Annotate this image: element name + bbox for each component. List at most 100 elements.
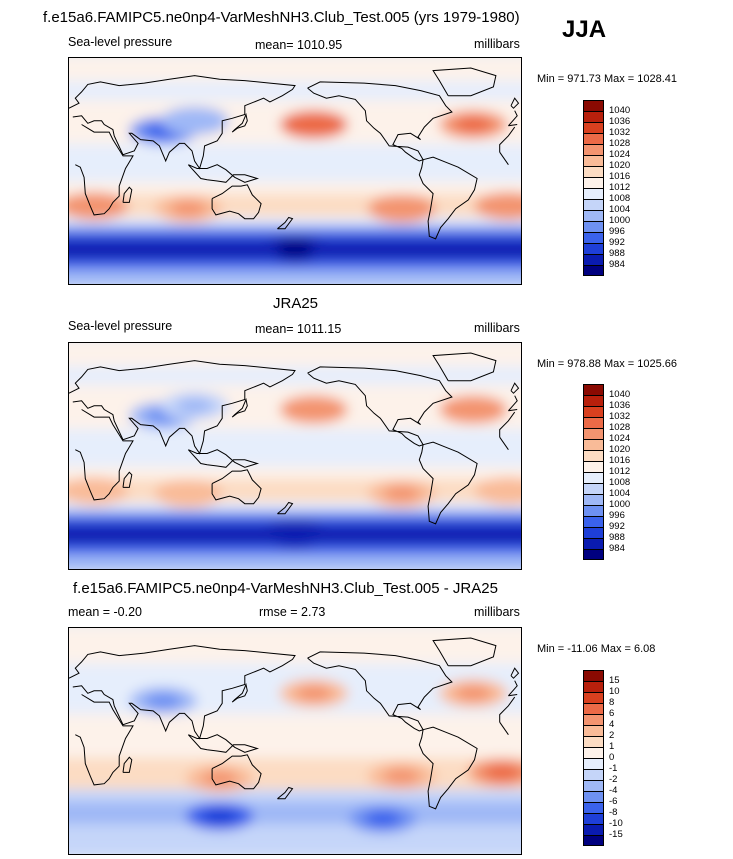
colorbar-tick-label: 1008 [609, 193, 631, 204]
colorbar-swatch [583, 549, 604, 560]
colorbar-tick-label: 984 [609, 543, 625, 554]
pressure-feature-core [176, 112, 213, 129]
colorbar-swatch [583, 824, 604, 835]
colorbar-tick-label: 1032 [609, 127, 631, 138]
colorbar: 15 10 8 6 4 2 1 0 -1 -2 -4 -6 -8 -10 -15 [583, 670, 623, 846]
colorbar-tick-label: 1040 [609, 389, 631, 400]
pressure-feature-core [295, 116, 332, 133]
colorbar-tick-label: 1004 [609, 204, 631, 215]
colorbar-tick-label: -8 [609, 807, 618, 818]
pressure-feature-core [170, 200, 207, 217]
colorbar-swatch [583, 100, 604, 111]
difference-contour-map [69, 628, 521, 854]
coastline [418, 441, 478, 525]
field-band [69, 757, 521, 794]
colorbar-tick-label: 6 [609, 708, 615, 719]
colorbar-tick-label: 0 [609, 752, 615, 763]
colorbar-swatch [583, 166, 604, 177]
colorbar-swatch [583, 243, 604, 254]
field-band [69, 713, 521, 762]
coastline [75, 124, 134, 216]
colorbar-tick-label: 1004 [609, 488, 631, 499]
colorbar-tick-label: 1024 [609, 433, 631, 444]
field-band [69, 824, 521, 854]
colorbar-swatch [583, 265, 604, 276]
field-band [69, 789, 521, 806]
field-band [69, 269, 521, 284]
colorbar-tick-label: 1032 [609, 411, 631, 422]
colorbar-swatch [583, 780, 604, 791]
coastline [211, 184, 262, 220]
colorbar-swatch [583, 450, 604, 461]
pressure-feature-core [383, 200, 420, 217]
colorbar-swatch [583, 538, 604, 549]
coastline [508, 124, 518, 127]
colorbar-tick-label: 992 [609, 237, 625, 248]
coastline [508, 680, 518, 697]
colorbar-swatch [583, 111, 604, 122]
pressure-feature-core [76, 483, 113, 500]
coastline [510, 667, 520, 679]
units-label: millibars [474, 37, 520, 51]
coastline [187, 449, 260, 468]
colorbar-swatch [583, 221, 604, 232]
pressure-feature-core [455, 401, 492, 418]
units-label: millibars [474, 321, 520, 335]
map-plot [68, 57, 522, 285]
field-band [69, 143, 521, 186]
coastline [508, 694, 518, 697]
colorbar-tick-label: 8 [609, 697, 615, 708]
colorbar-tick-label: 1040 [609, 105, 631, 116]
min-max-label: Min = 971.73 Max = 1028.41 [537, 73, 678, 85]
coastline [307, 651, 453, 732]
colorbar-tick-label: 988 [609, 532, 625, 543]
colorbar-swatch [583, 791, 604, 802]
coastline [499, 721, 509, 735]
pressure-feature-core [364, 810, 401, 827]
colorbar-swatch [583, 714, 604, 725]
coastline [211, 754, 262, 790]
colorbar-swatch [583, 670, 604, 681]
coastlines [69, 637, 520, 810]
pressure-feature-core [76, 198, 113, 215]
variable-label: Sea-level pressure [68, 35, 173, 49]
coastline [418, 156, 478, 240]
colorbar-tick-label: -1 [609, 763, 618, 774]
coastline [499, 151, 509, 165]
coastline [75, 694, 134, 786]
mean-label: mean= 1010.95 [255, 38, 343, 52]
colorbar-tick-label: 996 [609, 510, 625, 521]
pressure-feature-core [484, 764, 521, 781]
colorbar-swatch [583, 417, 604, 428]
pressure-feature-core [490, 198, 521, 215]
field-band [69, 81, 521, 104]
field-band [69, 181, 521, 199]
colorbar-tick-label: -10 [609, 818, 623, 829]
colorbar-tick-label: 2 [609, 730, 615, 741]
colorbar-tick-label: 1028 [609, 422, 631, 433]
mean-label: mean= 1011.15 [255, 322, 342, 336]
panel-title: f.e15a6.FAMIPC5.ne0np4-VarMeshNH3.Club_T… [73, 580, 498, 597]
field-band [69, 428, 521, 471]
season-label: JJA [562, 16, 607, 43]
colorbar-swatch [583, 835, 604, 846]
colorbar-swatch [583, 813, 604, 824]
coastline [508, 409, 518, 412]
variable-label: Sea-level pressure [68, 319, 173, 333]
colorbar-swatch [583, 725, 604, 736]
colorbar-tick-label: 1028 [609, 138, 631, 149]
field-band [69, 366, 521, 389]
colorbar-tick-label: 1012 [609, 182, 631, 193]
colorbar-swatch [583, 747, 604, 758]
pressure-feature-core [455, 685, 492, 702]
field-band [69, 479, 521, 506]
coastline [231, 112, 248, 133]
colorbar-swatch [583, 758, 604, 769]
pressure-feature-core [277, 240, 313, 257]
pressure-feature-core [455, 116, 492, 133]
colorbar-swatch [583, 439, 604, 450]
pressure-feature-core [201, 808, 238, 825]
coastline [122, 186, 133, 203]
colorbar-swatch [583, 505, 604, 516]
field-band [69, 554, 521, 569]
